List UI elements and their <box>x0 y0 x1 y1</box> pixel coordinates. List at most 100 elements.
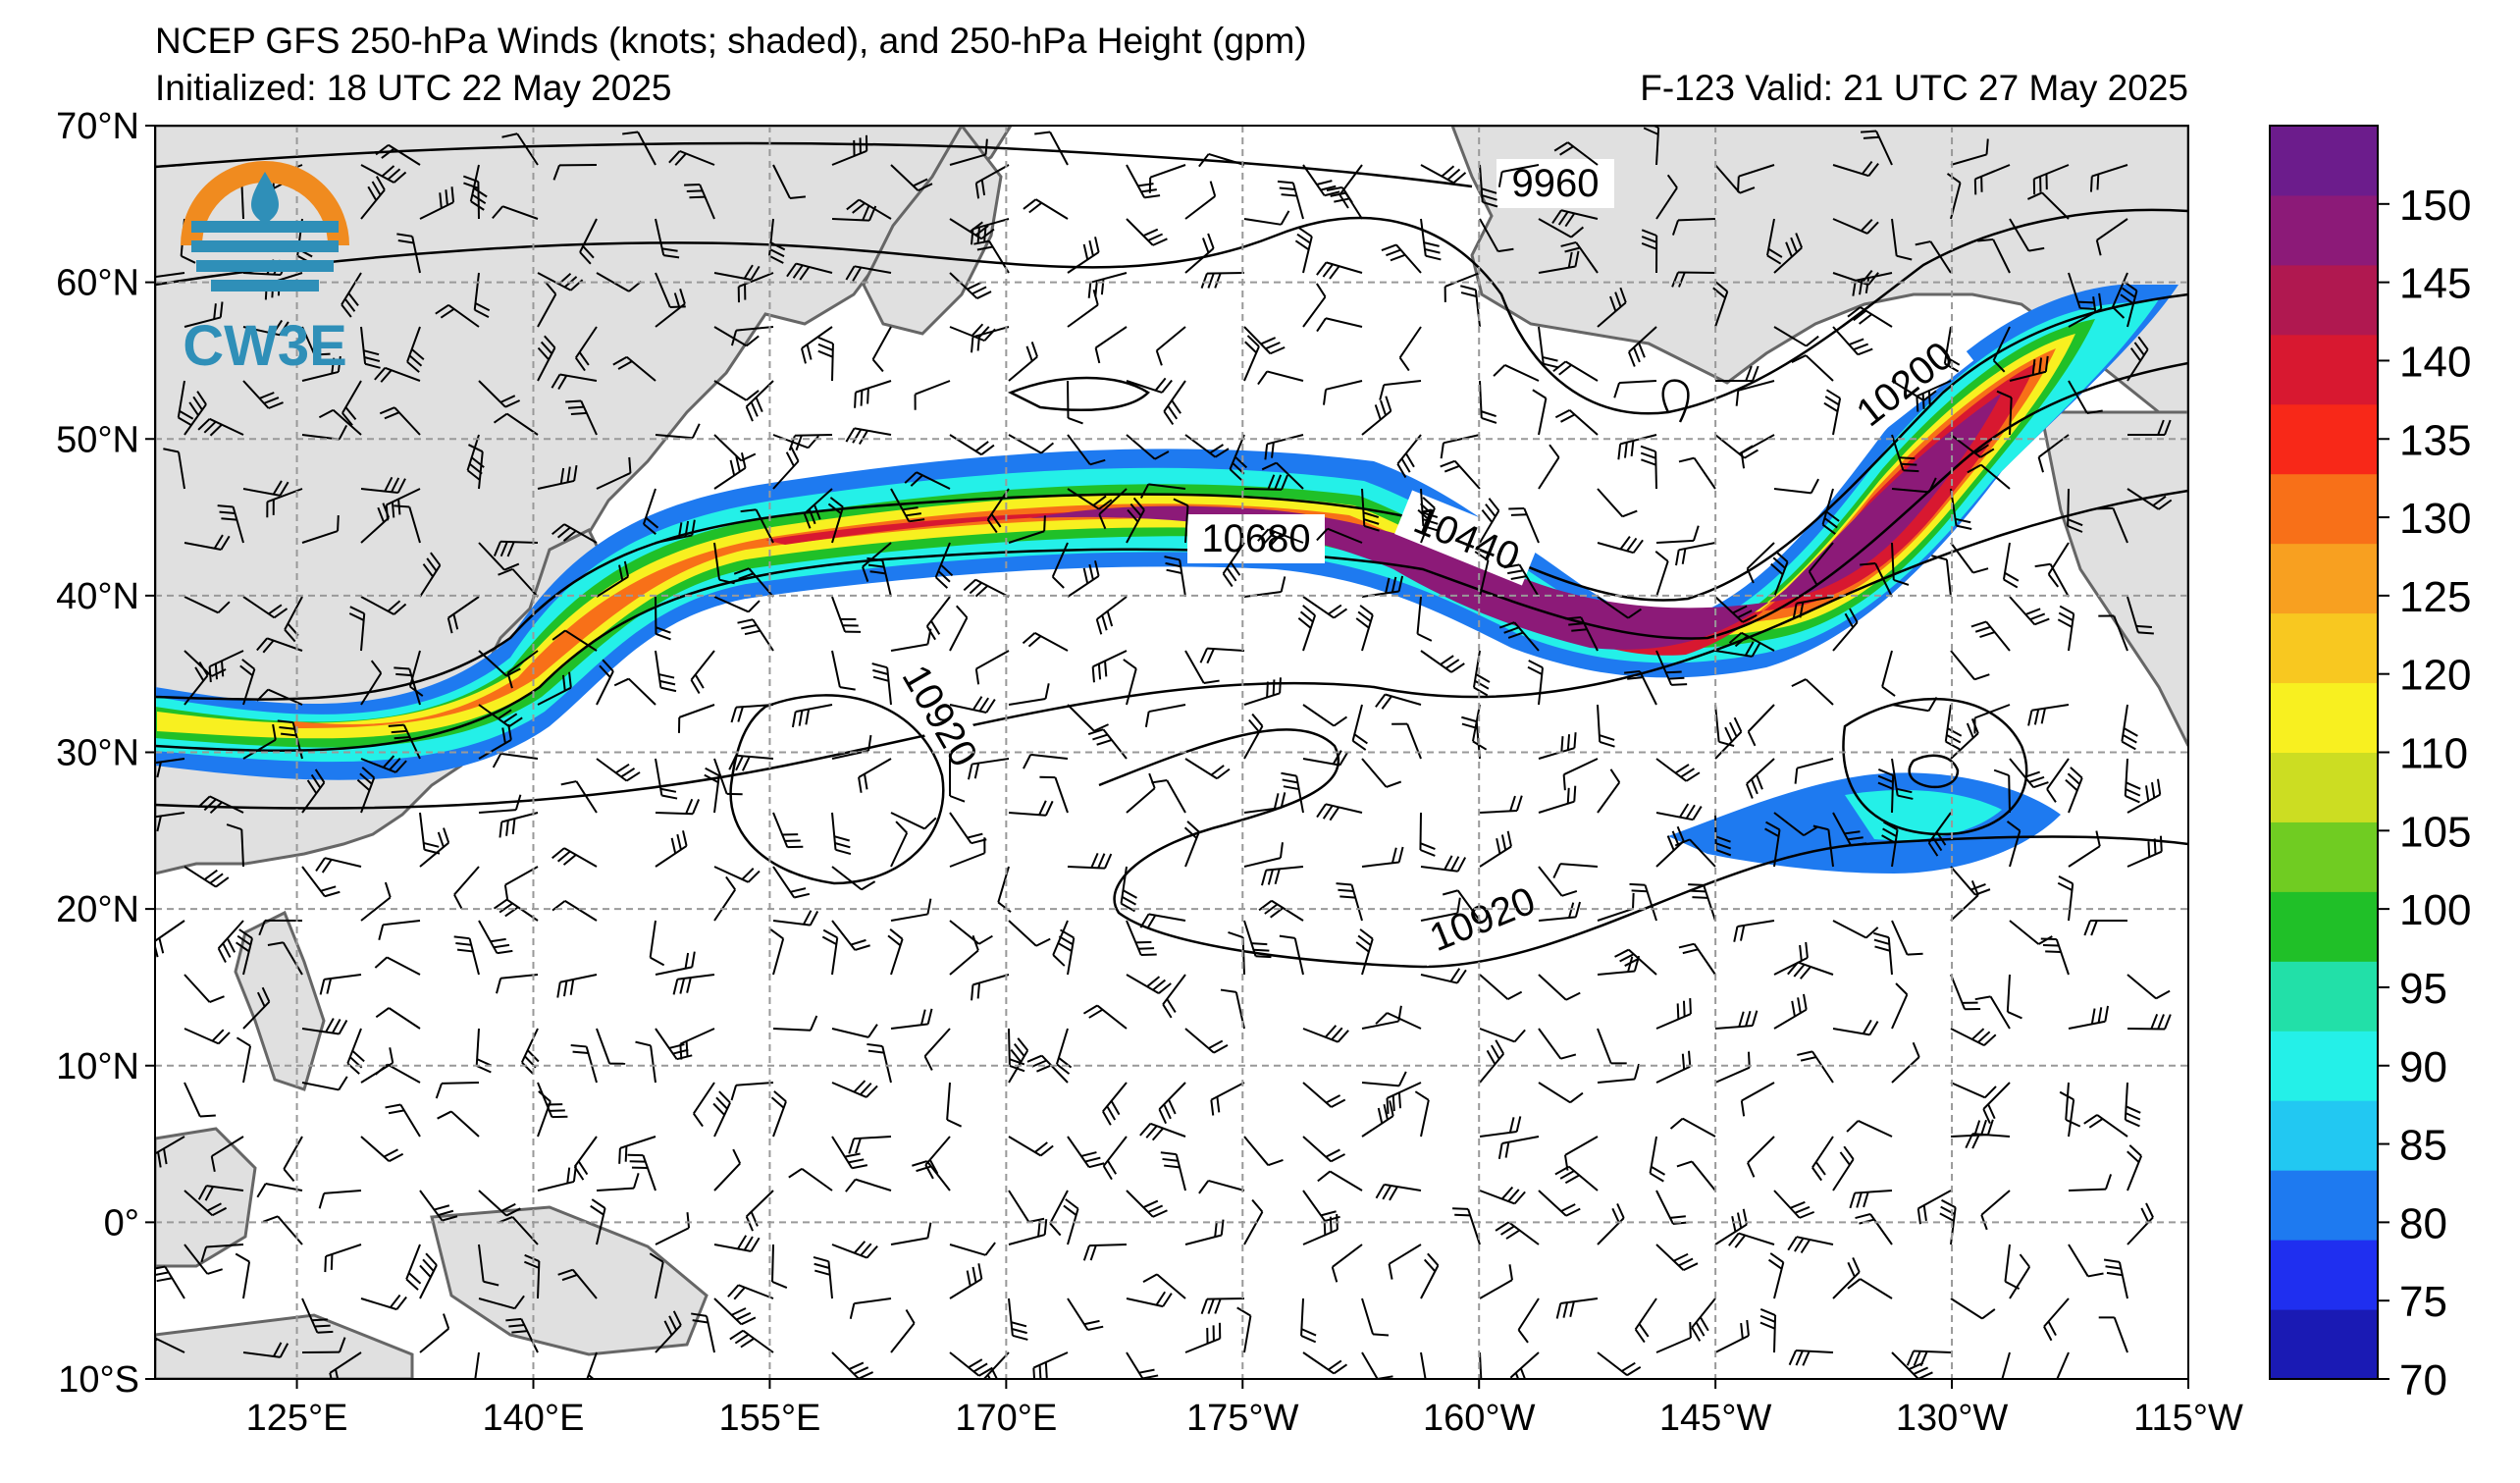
lat-tick-label: 50°N <box>56 419 139 460</box>
wind-barb <box>524 1253 541 1299</box>
wind-barb <box>2126 596 2154 635</box>
wind-barb <box>890 1309 916 1353</box>
wind-barb <box>1416 596 1433 642</box>
wind-barb <box>1479 380 1497 424</box>
wind-barb <box>184 1190 228 1217</box>
latitude-axis: 70°N 60°N 50°N 40°N 30°N 20°N 10°N 0° 10°S <box>56 106 155 1401</box>
wind-barb <box>890 164 933 192</box>
wind-barb <box>1126 1190 1168 1218</box>
wind-barb <box>1891 1041 1920 1084</box>
wind-barb <box>1728 631 1775 652</box>
wind-barb <box>1791 354 1834 382</box>
wind-barb <box>858 758 892 793</box>
wind-barb <box>1474 551 1490 598</box>
wind-barb <box>301 1076 348 1091</box>
wind-barb <box>493 540 539 557</box>
wind-barb <box>1950 717 1979 760</box>
wind-barb <box>1164 556 1186 598</box>
wind-barb <box>1950 650 1990 681</box>
wind-barb <box>713 380 760 401</box>
wind-barb <box>827 497 845 544</box>
wind-barb <box>713 1298 757 1326</box>
wind-barb <box>1008 434 1055 454</box>
wind-barb <box>1008 515 1046 544</box>
wind-barb <box>2089 164 2128 192</box>
wind-barb <box>1613 380 1657 398</box>
wind-barb <box>1655 174 1678 220</box>
wind-barb <box>242 319 289 337</box>
wind-barb <box>627 1153 656 1192</box>
wind-barbs <box>155 126 2173 1379</box>
wind-barb <box>845 265 892 282</box>
wind-barb <box>2065 767 2083 814</box>
wind-barb <box>1554 1165 1599 1192</box>
wind-barb <box>551 373 598 390</box>
wind-barb <box>866 1042 892 1084</box>
wind-barb <box>1034 131 1069 166</box>
wind-barb <box>1498 621 1540 652</box>
wind-barb <box>1675 542 1716 566</box>
wind-barb <box>622 131 656 166</box>
wind-barb <box>668 149 715 166</box>
wind-barb <box>1331 1244 1363 1283</box>
wind-barb <box>1126 497 1145 544</box>
wind-barb <box>478 794 522 814</box>
wind-barb <box>1420 968 1467 984</box>
wind-barb <box>679 1028 715 1060</box>
wind-barb <box>655 423 701 440</box>
lon-tick-label: 155°E <box>718 1398 820 1439</box>
wind-barb <box>1791 678 1834 706</box>
wind-barb <box>1640 445 1657 490</box>
wind-barb <box>1444 272 1481 302</box>
wind-barb <box>236 1036 252 1084</box>
wind-barb <box>1877 768 1895 814</box>
wind-barb <box>2121 704 2138 751</box>
wind-barb <box>478 723 512 760</box>
wind-barb <box>890 1008 933 1030</box>
wind-barb <box>1067 380 1083 425</box>
wind-barb <box>2009 218 2045 252</box>
wind-barb <box>1420 650 1465 673</box>
wind-barb <box>184 1082 216 1118</box>
wind-barb <box>813 1255 833 1299</box>
wind-barb <box>1714 641 1761 658</box>
wind-barb <box>1067 852 1113 870</box>
wind-barb <box>1243 1136 1284 1167</box>
wind-barb <box>655 951 696 976</box>
wind-barb <box>208 650 244 683</box>
lat-tick-label: 10°N <box>56 1046 139 1087</box>
wind-barb <box>1860 561 1893 598</box>
wind-barb <box>1316 317 1363 333</box>
wind-barb <box>2068 1005 2109 1030</box>
wind-barb <box>1414 1090 1430 1138</box>
wind-barb <box>1765 218 1783 265</box>
wind-barb <box>2059 1090 2075 1138</box>
wind-barb <box>1184 1322 1222 1353</box>
wind-barb <box>2126 1144 2143 1192</box>
wind-barb <box>1678 456 1716 490</box>
wind-barb <box>1102 1082 1128 1126</box>
wind-barb <box>655 1212 691 1245</box>
wind-barb <box>197 795 244 815</box>
wind-barb <box>1057 928 1076 976</box>
wind-barb <box>1198 1179 1245 1194</box>
wind-barb <box>1992 326 2011 373</box>
wind-barb <box>242 480 289 497</box>
wind-barb <box>1420 1252 1440 1299</box>
wind-barb <box>1039 775 1069 814</box>
wind-barb <box>1597 1028 1627 1065</box>
wind-barb <box>1538 1190 1581 1217</box>
wind-barb <box>772 910 819 927</box>
wind-barb <box>727 1284 774 1300</box>
wind-barb <box>1967 463 2011 490</box>
wind-barb <box>239 659 256 706</box>
wind-barb <box>1532 389 1548 436</box>
wind-barb <box>1243 842 1284 868</box>
wind-barb <box>772 812 804 849</box>
lat-tick-label: 60°N <box>56 263 139 304</box>
wind-barb <box>1773 1190 1815 1219</box>
wind-barb <box>301 326 334 362</box>
wind-barb <box>324 1244 362 1273</box>
colorbar-tick-label: 105 <box>2399 808 2471 856</box>
wind-barb <box>1258 899 1304 922</box>
